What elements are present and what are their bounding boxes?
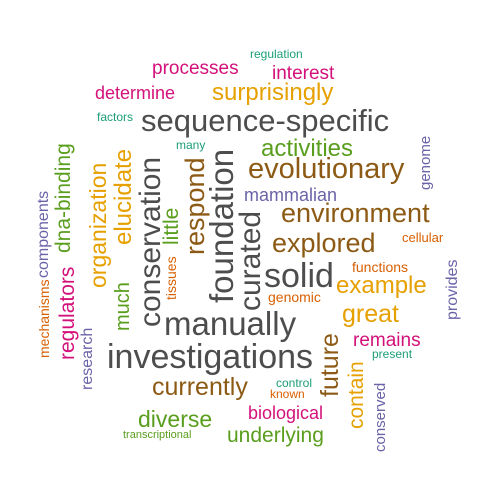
- word-investigations: investigations: [107, 338, 314, 376]
- word-research: research: [79, 327, 96, 390]
- word-great: great: [342, 300, 399, 328]
- word-example: example: [336, 272, 427, 299]
- word-contain: contain: [345, 361, 368, 429]
- word-surprisingly: surprisingly: [212, 79, 334, 106]
- word-solid: solid: [264, 257, 334, 295]
- word-regulation: regulation: [250, 47, 303, 61]
- word-curated: curated: [234, 210, 267, 311]
- word-control: control: [276, 376, 313, 390]
- word-mammalian: mammalian: [244, 185, 338, 205]
- word-present: present: [372, 347, 413, 361]
- word-environment: environment: [281, 198, 430, 228]
- word-genomic: genomic: [268, 289, 321, 305]
- word-genome: genome: [417, 135, 434, 190]
- word-much: much: [112, 282, 134, 331]
- word-dna-binding: dna-binding: [52, 143, 75, 253]
- word-elucidate: elucidate: [110, 148, 137, 245]
- word-explored: explored: [272, 228, 376, 258]
- word-future: future: [316, 333, 344, 397]
- word-functions: functions: [352, 259, 409, 275]
- word-tissues: tissues: [163, 256, 179, 300]
- word-little: little: [160, 207, 183, 245]
- word-conserved: conserved: [372, 382, 389, 452]
- word-cellular: cellular: [402, 230, 444, 245]
- word-mechanisms: mechanisms: [36, 279, 52, 358]
- word-evolutionary: evolutionary: [248, 153, 405, 185]
- word-diverse: diverse: [138, 406, 213, 432]
- word-components: components: [35, 190, 52, 278]
- word-provides: provides: [444, 259, 461, 320]
- word-processes: processes: [152, 58, 239, 79]
- word-many: many: [176, 138, 206, 152]
- word-activities: activities: [261, 135, 354, 162]
- word-remains: remains: [353, 330, 421, 351]
- word-underlying: underlying: [227, 424, 324, 447]
- word-determine: determine: [95, 83, 176, 103]
- word-currently: currently: [152, 373, 248, 401]
- word-interest: interest: [272, 63, 335, 84]
- word-biological: biological: [248, 403, 324, 423]
- word-transcriptional: transcriptional: [123, 429, 192, 441]
- word-regulators: regulators: [56, 266, 79, 360]
- word-known: known: [270, 387, 305, 401]
- word-manually: manually: [164, 305, 297, 342]
- word-factors: factors: [97, 110, 134, 124]
- word-organization: organization: [85, 162, 111, 288]
- word-sequence-specific: sequence-specific: [141, 103, 390, 138]
